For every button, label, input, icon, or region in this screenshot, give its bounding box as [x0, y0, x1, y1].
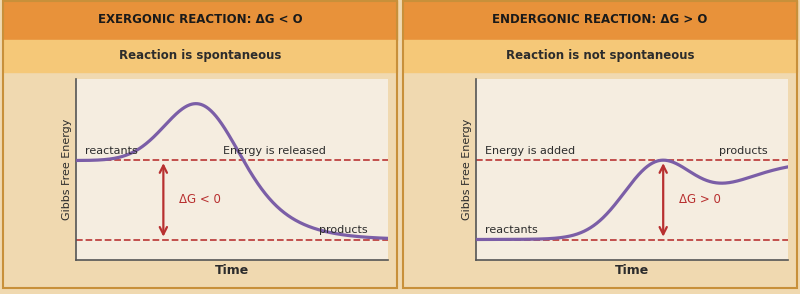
X-axis label: Time: Time — [615, 264, 649, 277]
Text: products: products — [719, 146, 768, 156]
Text: Reaction is spontaneous: Reaction is spontaneous — [119, 49, 281, 62]
Y-axis label: Gibbs Free Energy: Gibbs Free Energy — [62, 119, 72, 220]
Text: EXERGONIC REACTION: ΔG < O: EXERGONIC REACTION: ΔG < O — [98, 13, 302, 26]
Text: ENDERGONIC REACTION: ΔG > O: ENDERGONIC REACTION: ΔG > O — [492, 13, 708, 26]
Text: reactants: reactants — [86, 146, 138, 156]
Y-axis label: Gibbs Free Energy: Gibbs Free Energy — [462, 119, 472, 220]
Text: Energy is added: Energy is added — [486, 146, 575, 156]
Text: Energy is released: Energy is released — [222, 146, 326, 156]
Text: ΔG < 0: ΔG < 0 — [179, 193, 221, 206]
Text: products: products — [319, 225, 368, 235]
X-axis label: Time: Time — [215, 264, 249, 277]
Text: reactants: reactants — [486, 225, 538, 235]
Text: Reaction is not spontaneous: Reaction is not spontaneous — [506, 49, 694, 62]
Text: ΔG > 0: ΔG > 0 — [678, 193, 721, 206]
